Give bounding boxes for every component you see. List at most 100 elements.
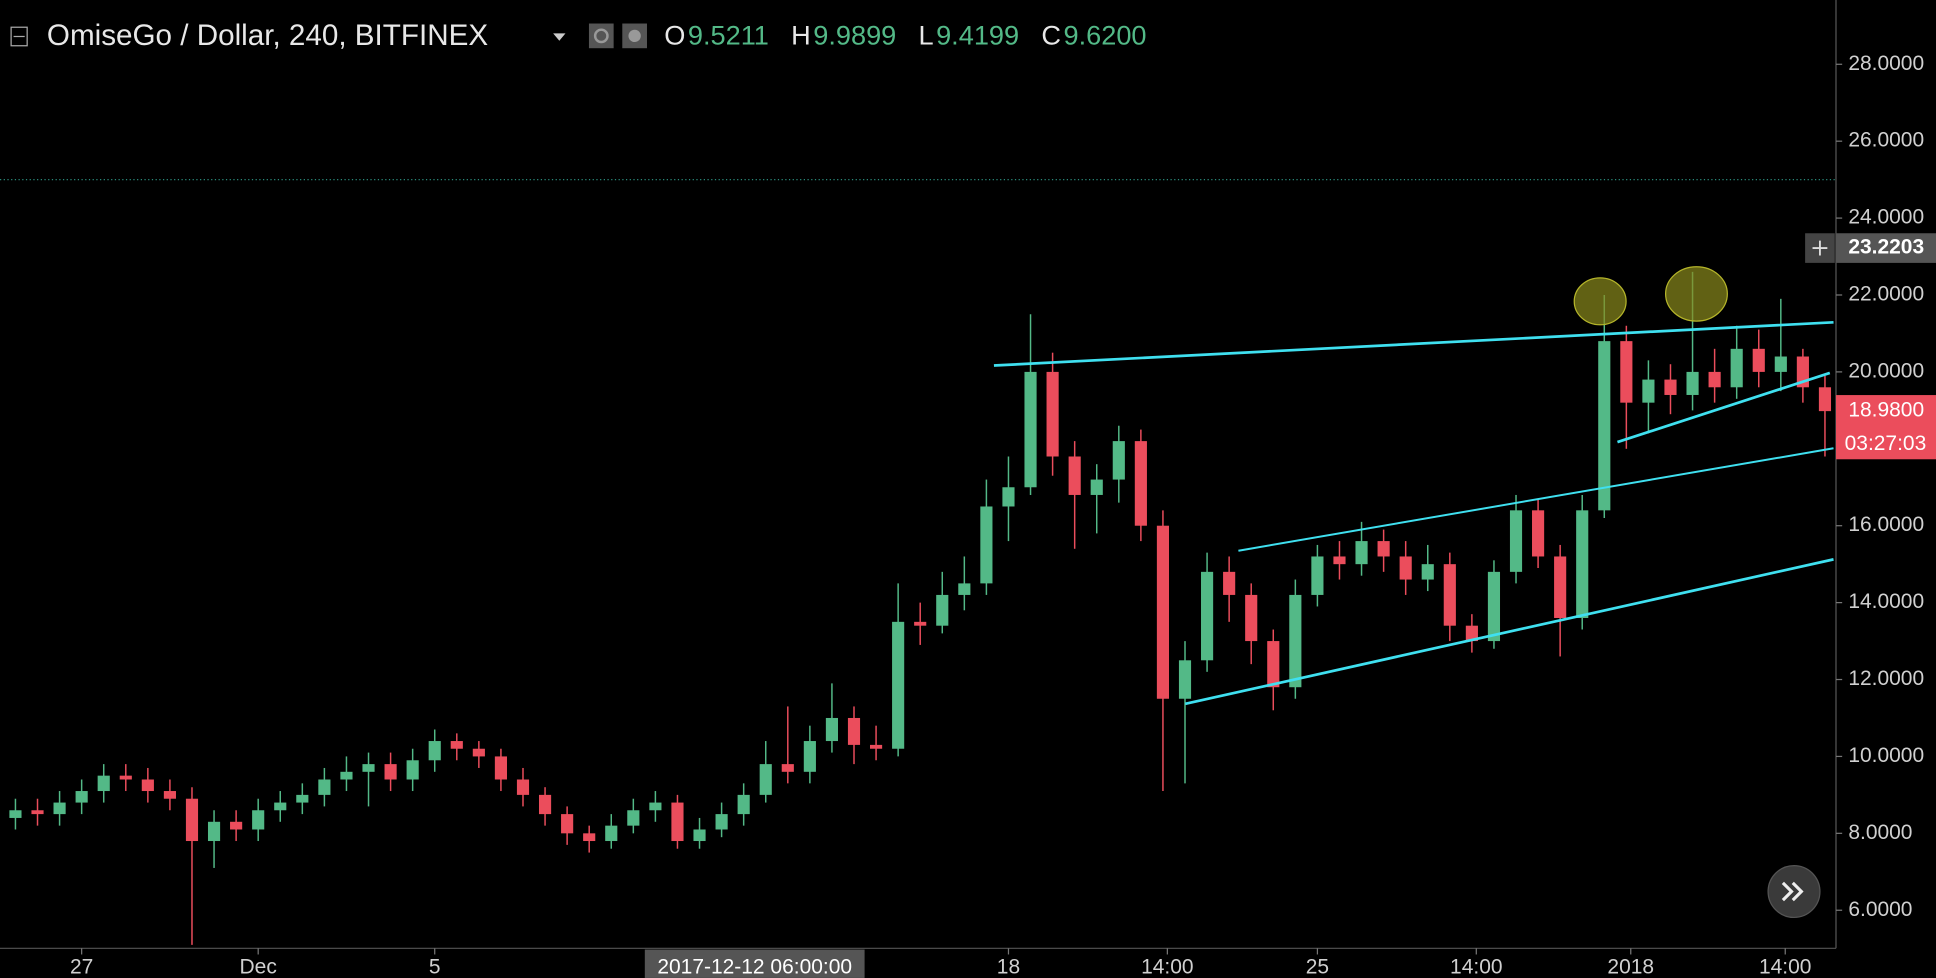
candle-body xyxy=(627,810,640,826)
y-tick-label: 28.0000 xyxy=(1848,52,1924,75)
candle-body xyxy=(185,798,199,842)
candle-body xyxy=(1443,564,1456,626)
dropdown-arrow[interactable] xyxy=(553,33,566,41)
last-price-label: 18.9800 xyxy=(1848,399,1924,422)
y-tick-label: 14.0000 xyxy=(1848,590,1924,613)
y-tick-label: 24.0000 xyxy=(1848,206,1924,229)
candle-body xyxy=(980,506,993,584)
candle-body xyxy=(428,741,441,761)
candle-body xyxy=(1355,541,1368,565)
candle-body xyxy=(274,802,287,811)
legend-value: 9.6200 xyxy=(1063,19,1146,50)
candle-body xyxy=(1774,356,1787,372)
candle-body xyxy=(406,760,419,780)
candle-body xyxy=(605,825,618,842)
candle-body xyxy=(516,779,530,795)
candle-body xyxy=(914,621,927,626)
x-tick-label: 5 xyxy=(429,956,441,978)
symbol-title[interactable]: OmiseGo / Dollar, 240, BITFINEX xyxy=(47,19,488,52)
y-tick-label: 10.0000 xyxy=(1848,744,1924,767)
candle-body xyxy=(1311,556,1324,595)
legend-key: H xyxy=(791,19,811,50)
candle-body xyxy=(693,829,706,842)
candle-body xyxy=(1333,556,1346,565)
trend-line xyxy=(1185,558,1834,706)
y-tick-label: 20.0000 xyxy=(1848,359,1924,382)
candle-body xyxy=(1399,556,1412,580)
candle-body xyxy=(1267,641,1280,688)
candle-body xyxy=(75,791,88,803)
candle-body xyxy=(1046,371,1059,457)
candle-body xyxy=(1156,525,1170,699)
candle-body xyxy=(362,764,375,772)
candle-body xyxy=(1112,441,1125,480)
candle-body xyxy=(583,833,596,842)
x-tick-label: 2018 xyxy=(1607,956,1654,978)
candle-body xyxy=(1686,371,1699,395)
candle-body xyxy=(1201,571,1214,661)
candle-body xyxy=(803,741,816,772)
candle-body xyxy=(1487,571,1501,642)
candle-body xyxy=(737,794,750,815)
add-alert-icon xyxy=(1812,240,1828,256)
candle-body xyxy=(958,583,971,595)
settings-icon-glyph xyxy=(628,29,641,43)
candle-body xyxy=(781,764,794,772)
candle-body xyxy=(1421,564,1434,580)
candle-body xyxy=(1465,625,1478,642)
highlight-ellipse xyxy=(1664,266,1728,322)
candle-body xyxy=(340,771,353,780)
crosshair-price-marker xyxy=(1835,233,1936,263)
candle-body xyxy=(296,794,309,803)
candle-body xyxy=(1377,541,1390,557)
candle-body xyxy=(97,775,110,792)
candle-body xyxy=(892,621,905,749)
candle-body xyxy=(1752,348,1765,372)
highlight-ellipse xyxy=(1573,277,1627,326)
candle-body xyxy=(1002,487,1015,507)
candle-body xyxy=(561,814,574,834)
candle-body xyxy=(494,756,507,780)
scroll-to-end-button[interactable] xyxy=(1767,864,1821,919)
candle-body xyxy=(1134,441,1147,526)
candle-body xyxy=(1598,341,1611,511)
candle-body xyxy=(207,821,221,842)
candle-body xyxy=(318,779,331,795)
candle-body xyxy=(538,794,552,815)
legend-value: 9.9899 xyxy=(813,19,896,50)
candle-body xyxy=(384,764,397,780)
candle-body xyxy=(450,741,463,749)
y-tick-label: 12.0000 xyxy=(1848,667,1924,690)
candle-body xyxy=(1090,479,1103,495)
crosshair-time-marker xyxy=(644,949,865,978)
candle-body xyxy=(1818,387,1832,412)
collapse-icon[interactable] xyxy=(10,26,28,47)
eye-icon-glyph xyxy=(593,28,609,44)
candle-body xyxy=(1730,348,1743,388)
candle-body xyxy=(936,594,949,626)
x-tick-label: 27 xyxy=(70,956,93,978)
y-tick-label: 6.0000 xyxy=(1848,898,1912,921)
x-tick-label: 25 xyxy=(1306,956,1329,978)
candle-body xyxy=(163,791,176,799)
candle-body xyxy=(53,802,66,815)
candle-body xyxy=(1068,456,1081,495)
candle-body xyxy=(1642,379,1655,403)
trend-line xyxy=(1617,371,1831,444)
candle-body xyxy=(1576,510,1589,618)
legend-key: L xyxy=(919,19,934,50)
candle-body xyxy=(1532,510,1545,557)
x-tick-label: 14:00 xyxy=(1759,956,1811,978)
candle-body xyxy=(9,810,22,818)
candle-body xyxy=(141,779,154,792)
candle-body xyxy=(230,821,243,830)
y-tick-label: 22.0000 xyxy=(1848,283,1924,306)
legend-key: C xyxy=(1041,19,1061,50)
x-tick-label: Dec xyxy=(240,956,277,978)
trend-line xyxy=(1238,447,1834,552)
eye-icon[interactable] xyxy=(588,23,614,49)
candle-body xyxy=(1223,571,1236,595)
candle-body xyxy=(1664,379,1677,395)
